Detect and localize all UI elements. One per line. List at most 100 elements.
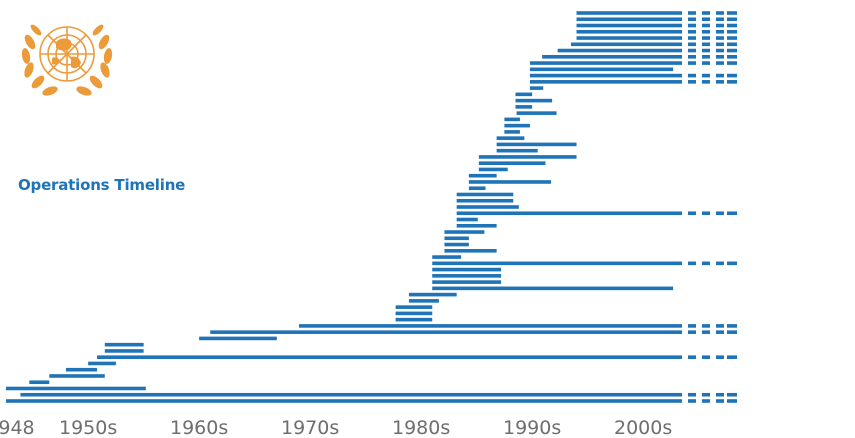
operation-bar xyxy=(97,355,682,359)
operation-bar xyxy=(504,123,530,128)
operation-bar xyxy=(576,23,682,28)
ongoing-dash xyxy=(726,61,737,65)
operation-bar xyxy=(570,42,682,47)
operation-bar xyxy=(432,280,502,284)
operation-bar xyxy=(529,86,544,90)
operation-bar xyxy=(444,242,469,247)
operation-bar xyxy=(576,29,682,34)
operation-bar xyxy=(432,267,502,272)
ongoing-dash xyxy=(701,61,710,65)
x-tick-label: 1950s xyxy=(59,417,117,438)
ongoing-dash xyxy=(687,324,696,328)
ongoing-dash xyxy=(715,392,724,397)
operation-bar xyxy=(557,48,682,53)
operation-bar xyxy=(432,274,502,278)
operation-bar xyxy=(456,192,514,197)
ongoing-dash xyxy=(715,211,724,216)
operation-bar xyxy=(199,336,277,341)
ongoing-dash xyxy=(726,330,737,334)
ongoing-dash xyxy=(715,48,724,53)
ongoing-dash xyxy=(701,73,710,78)
ongoing-dash xyxy=(701,29,710,34)
ongoing-dash xyxy=(726,261,737,266)
x-tick-label: 1960s xyxy=(170,417,228,438)
ongoing-dash xyxy=(687,55,696,59)
ongoing-dash xyxy=(701,36,710,40)
ongoing-dash xyxy=(715,355,724,359)
ongoing-dash xyxy=(715,29,724,34)
ongoing-dash xyxy=(687,399,696,403)
ongoing-dash xyxy=(726,36,737,40)
ongoing-dash xyxy=(715,23,724,28)
operation-bar xyxy=(515,92,533,97)
ongoing-dash xyxy=(726,11,737,15)
ongoing-dash xyxy=(687,29,696,34)
ongoing-dash xyxy=(701,261,710,266)
operation-bar xyxy=(468,180,552,184)
operation-bar xyxy=(444,249,497,253)
ongoing-dash xyxy=(715,73,724,78)
operation-bar xyxy=(6,386,146,391)
operation-bar xyxy=(104,342,144,347)
operation-bar xyxy=(478,161,546,165)
operation-bar xyxy=(65,367,98,372)
ongoing-dash xyxy=(687,80,696,84)
ongoing-dash xyxy=(701,392,710,397)
operation-bar xyxy=(496,142,577,147)
ongoing-dash xyxy=(715,55,724,59)
ongoing-dash xyxy=(687,17,696,22)
ongoing-dash xyxy=(687,211,696,216)
x-tick-label: 1990s xyxy=(503,417,561,438)
operation-bar xyxy=(29,380,50,385)
operation-bar xyxy=(456,223,497,228)
operation-bar xyxy=(395,311,433,316)
ongoing-dash xyxy=(701,80,710,84)
ongoing-dash xyxy=(715,61,724,65)
ongoing-dash xyxy=(726,80,737,84)
operation-bar xyxy=(444,230,485,234)
operation-bar xyxy=(576,11,682,15)
ongoing-dash xyxy=(687,73,696,78)
ongoing-dash xyxy=(726,42,737,47)
operation-bar xyxy=(408,292,457,297)
ongoing-dash xyxy=(715,36,724,40)
operation-bar xyxy=(432,261,682,266)
operation-bar xyxy=(395,317,433,322)
ongoing-dash xyxy=(715,261,724,266)
operation-bar xyxy=(516,111,557,115)
ongoing-dash xyxy=(687,36,696,40)
operation-bar xyxy=(529,73,682,78)
ongoing-dash xyxy=(701,330,710,334)
ongoing-dash xyxy=(726,324,737,328)
operation-bar xyxy=(299,324,682,328)
ongoing-dash xyxy=(726,392,737,397)
operation-bar xyxy=(444,236,469,241)
un-emblem-icon xyxy=(16,12,118,102)
x-tick-label: 1948 xyxy=(0,417,35,438)
ongoing-dash xyxy=(701,211,710,216)
ongoing-dash xyxy=(726,23,737,28)
operation-bar xyxy=(432,255,462,259)
x-tick-label: 1970s xyxy=(281,417,339,438)
operation-bar xyxy=(504,130,520,134)
ongoing-dash xyxy=(726,211,737,216)
ongoing-dash xyxy=(701,48,710,53)
ongoing-dash xyxy=(726,17,737,22)
ongoing-dash xyxy=(715,80,724,84)
operation-bar xyxy=(456,211,682,216)
operation-bar xyxy=(395,305,433,309)
operation-bars xyxy=(6,11,737,403)
operation-bar xyxy=(529,67,674,72)
operation-bar xyxy=(515,105,533,109)
operation-bar xyxy=(20,392,682,397)
operation-bar xyxy=(529,61,682,65)
ongoing-dash xyxy=(715,11,724,15)
operation-bar xyxy=(468,186,486,191)
ongoing-dash xyxy=(715,330,724,334)
ongoing-dash xyxy=(701,355,710,359)
operation-bar xyxy=(496,148,538,153)
ongoing-dash xyxy=(715,399,724,403)
operation-bar xyxy=(88,361,116,366)
operation-bar xyxy=(576,17,682,22)
